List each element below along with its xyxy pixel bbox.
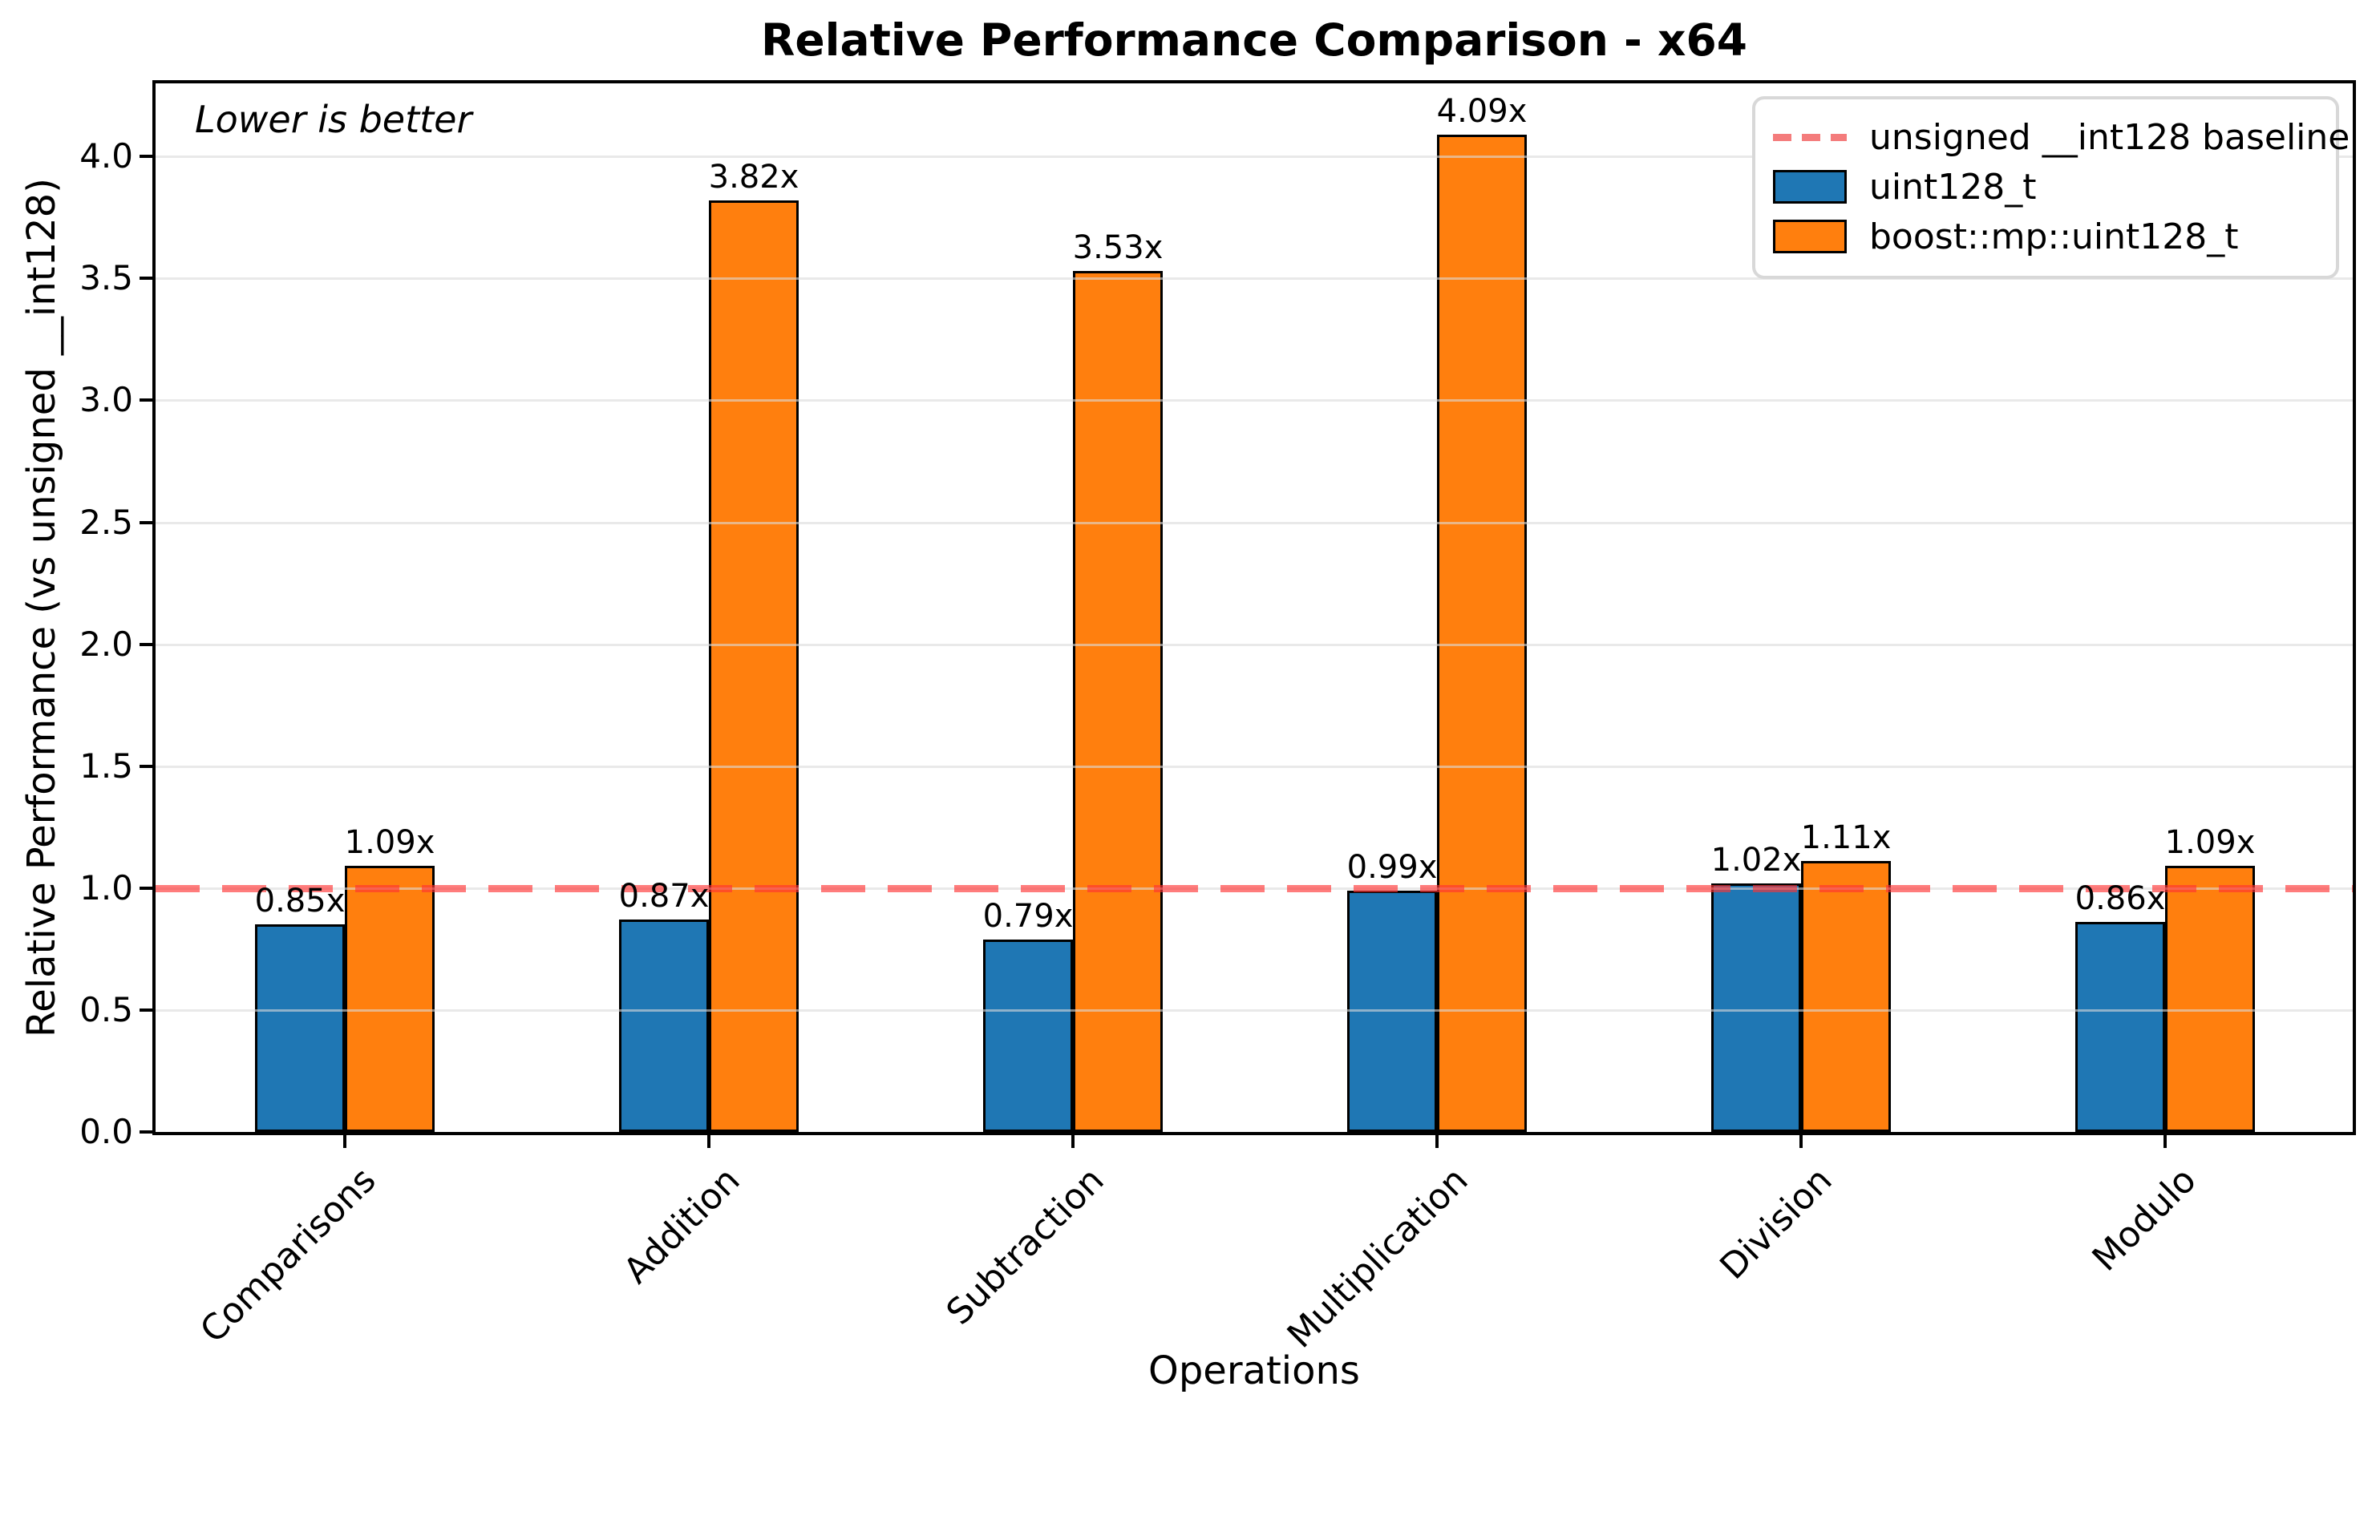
y-axis-label: Relative Performance (vs unsigned __int1… bbox=[19, 178, 64, 1037]
legend-item-uint128: uint128_t bbox=[1773, 162, 2318, 212]
legend-item-baseline: unsigned __int128 baseline bbox=[1773, 112, 2350, 162]
bar-boost::mp::uint128_t-Multiplication bbox=[1437, 134, 1527, 1132]
baseline-dash-icon bbox=[1773, 133, 1847, 141]
x-axis-label: Operations bbox=[1148, 1348, 1360, 1393]
gridline bbox=[156, 399, 2353, 402]
gridline bbox=[156, 643, 2353, 646]
bar-boost::mp::uint128_t-Comparisons bbox=[345, 866, 435, 1132]
x-tick-mark bbox=[2163, 1135, 2167, 1148]
x-tick-mark bbox=[343, 1135, 346, 1148]
y-tick-label: 3.0 bbox=[79, 380, 133, 420]
chart-title: Relative Performance Comparison - x64 bbox=[760, 14, 1747, 66]
bar-uint128_t-Division bbox=[1711, 883, 1801, 1132]
bar-value-label: 1.09x bbox=[2164, 824, 2256, 862]
gridline bbox=[156, 521, 2353, 524]
bar-value-label: 0.87x bbox=[618, 878, 710, 916]
bar-value-label: 3.53x bbox=[1072, 229, 1164, 267]
gridline bbox=[156, 277, 2353, 281]
bar-boost::mp::uint128_t-Subtraction bbox=[1073, 271, 1163, 1132]
x-tick-mark bbox=[1071, 1135, 1075, 1148]
y-tick-mark bbox=[140, 642, 152, 646]
y-tick-label: 2.0 bbox=[79, 624, 133, 664]
x-tick-mark bbox=[1799, 1135, 1803, 1148]
bar-boost::mp::uint128_t-Addition bbox=[709, 200, 799, 1132]
legend-item-boost: boost::mp::uint128_t bbox=[1773, 212, 2318, 261]
bar-boost::mp::uint128_t-Modulo bbox=[2165, 866, 2255, 1132]
bar-value-label: 0.86x bbox=[2074, 880, 2166, 918]
legend-label-uint128: uint128_t bbox=[1869, 166, 2037, 208]
y-tick-label: 0.5 bbox=[79, 989, 133, 1029]
bar-value-label: 1.09x bbox=[344, 824, 435, 862]
y-tick-label: 2.5 bbox=[79, 502, 133, 542]
x-tick-mark bbox=[1435, 1135, 1439, 1148]
bar-value-label: 4.09x bbox=[1436, 92, 1528, 130]
legend-label-baseline: unsigned __int128 baseline bbox=[1869, 116, 2350, 158]
y-tick-mark bbox=[140, 520, 152, 524]
bar-value-label: 1.02x bbox=[1710, 841, 1802, 879]
y-tick-mark bbox=[140, 1130, 152, 1134]
y-tick-label: 0.0 bbox=[79, 1112, 133, 1151]
bar-uint128_t-Addition bbox=[619, 920, 709, 1132]
y-tick-mark bbox=[140, 398, 152, 402]
bar-value-label: 3.82x bbox=[708, 159, 799, 196]
y-tick-label: 4.0 bbox=[79, 136, 133, 176]
bar-boost::mp::uint128_t-Division bbox=[1801, 861, 1891, 1132]
y-tick-mark bbox=[140, 277, 152, 281]
y-tick-mark bbox=[140, 1008, 152, 1012]
y-tick-label: 1.0 bbox=[79, 867, 133, 907]
y-tick-label: 1.5 bbox=[79, 746, 133, 786]
bar-value-label: 0.85x bbox=[254, 883, 346, 920]
gridline bbox=[156, 156, 2353, 159]
y-tick-mark bbox=[140, 886, 152, 890]
bar-uint128_t-Subtraction bbox=[983, 939, 1073, 1132]
bar-value-label: 0.79x bbox=[982, 897, 1074, 935]
bar-uint128_t-Modulo bbox=[2075, 922, 2165, 1132]
x-tick-mark bbox=[707, 1135, 710, 1148]
legend-label-boost: boost::mp::uint128_t bbox=[1869, 216, 2239, 257]
uint128-swatch-icon bbox=[1773, 170, 1847, 204]
baseline-dashed-line bbox=[156, 884, 2353, 892]
bar-value-label: 1.11x bbox=[1800, 819, 1892, 857]
y-tick-mark bbox=[140, 764, 152, 768]
bar-uint128_t-Comparisons bbox=[255, 924, 345, 1132]
chart-figure: { "chart_data": { "type": "bar", "title"… bbox=[19, 14, 2356, 1393]
annotation-lower-is-better: Lower is better bbox=[195, 98, 472, 141]
bar-value-label: 0.99x bbox=[1346, 848, 1438, 886]
boost-swatch-icon bbox=[1773, 220, 1847, 253]
gridline bbox=[156, 1008, 2353, 1012]
legend: unsigned __int128 baseline uint128_t boo… bbox=[1752, 96, 2350, 279]
y-tick-label: 3.5 bbox=[79, 258, 133, 298]
gridline bbox=[156, 765, 2353, 768]
y-tick-mark bbox=[140, 155, 152, 159]
